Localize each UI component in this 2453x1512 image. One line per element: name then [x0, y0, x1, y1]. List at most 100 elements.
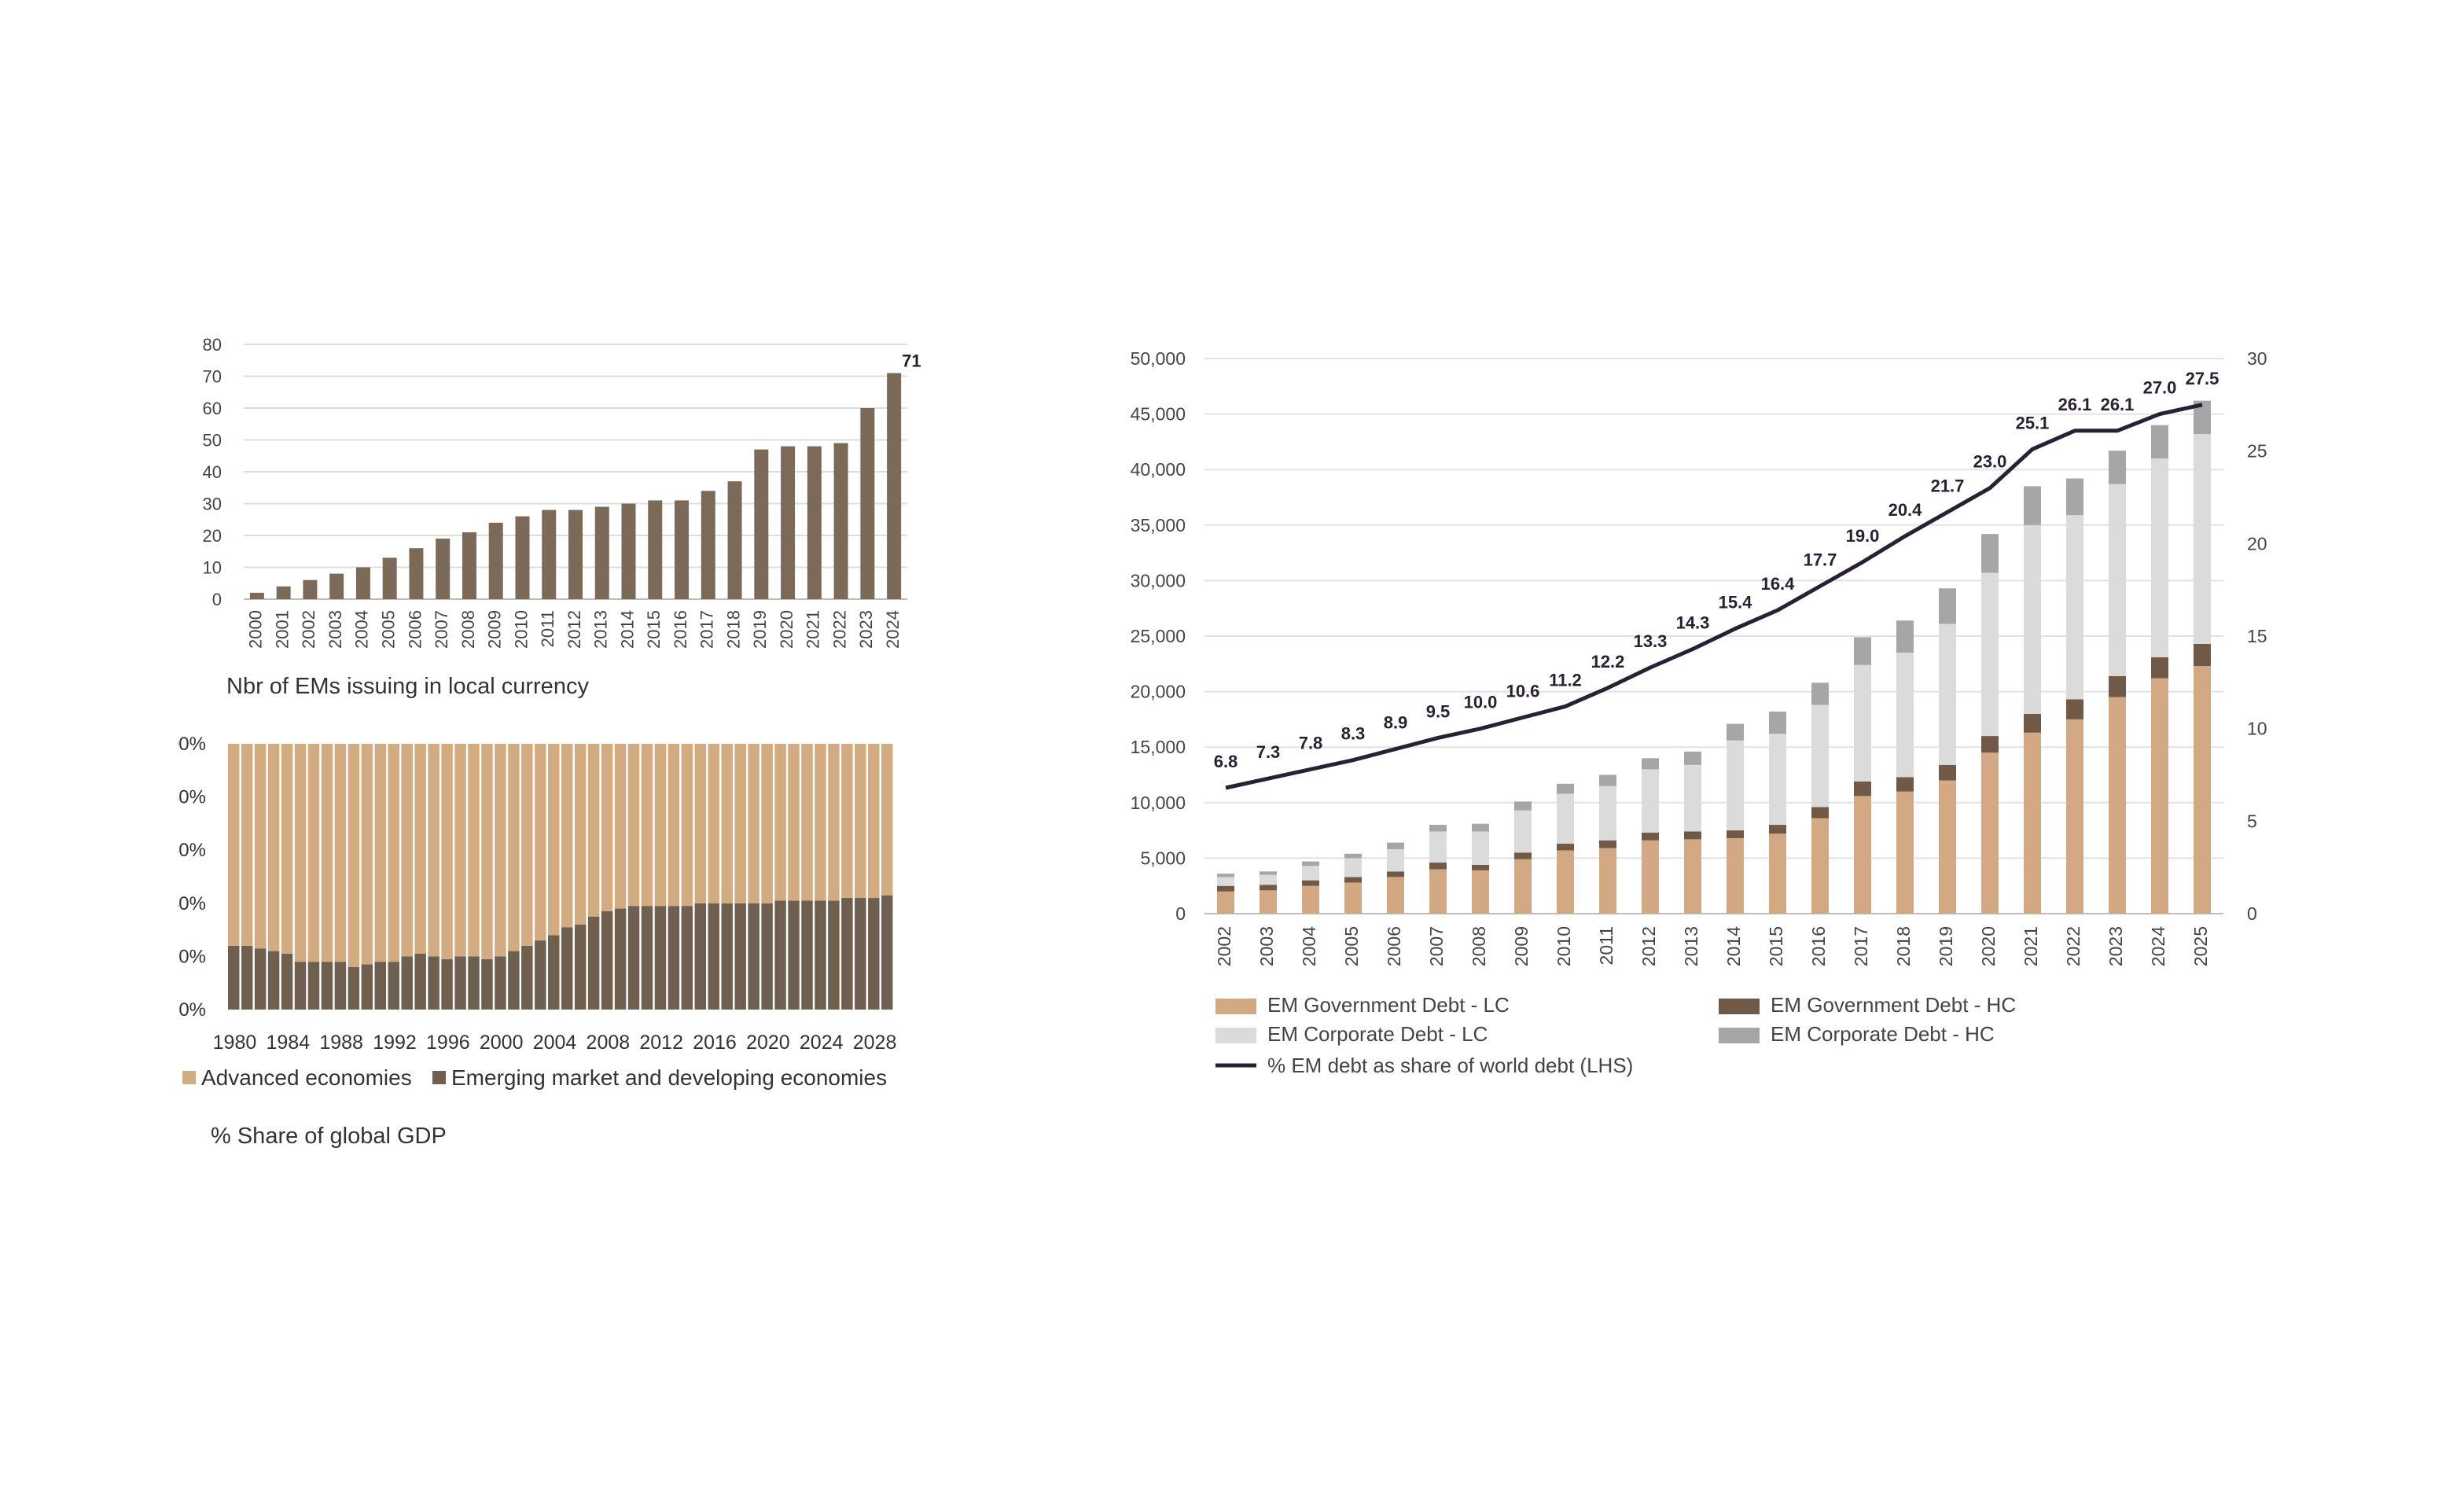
x-tick-label: 1980: [213, 1032, 257, 1054]
x-tick-label: 2005: [1341, 926, 1362, 966]
data-label: 25.1: [2016, 413, 2050, 432]
y-tick-label: 5,000: [1140, 848, 1186, 868]
bar-segment-1: [1302, 885, 1319, 914]
x-tick-label: 2014: [1723, 926, 1744, 966]
bar-segment-3: [1217, 877, 1234, 886]
data-label: 12.2: [1591, 652, 1625, 671]
area-segment-emerging: [348, 966, 360, 1010]
bar-segment-3: [1642, 769, 1659, 833]
x-tick-label: 2000: [246, 610, 266, 649]
x-tick-label: 2016: [1808, 926, 1829, 966]
area-segment-advanced: [388, 744, 399, 962]
bar-segment-4: [2151, 425, 2168, 459]
bar-segment-4: [1429, 825, 1447, 832]
area-segment-emerging: [508, 951, 520, 1010]
chart2-title: % Share of global GDP: [211, 1124, 447, 1149]
bar: [409, 548, 424, 599]
bar-segment-3: [1981, 572, 1999, 737]
crop-mask: [0, 708, 178, 1038]
area-segment-emerging: [454, 956, 466, 1010]
chart1-title: Nbr of EMs issuing in local currency: [226, 674, 589, 699]
y-tick-label: 30,000: [1131, 570, 1186, 590]
area-segment-emerging: [881, 895, 893, 1010]
bar-segment-2: [1429, 863, 1447, 870]
area-segment-advanced: [561, 744, 573, 928]
area-segment-advanced: [574, 744, 587, 925]
data-label: 8.3: [1341, 724, 1366, 744]
area-segment-emerging: [708, 903, 720, 1010]
bar-segment-2: [2151, 657, 2168, 679]
data-label: 10.0: [1464, 693, 1498, 712]
data-label: 7.8: [1299, 733, 1323, 752]
x-tick-label: 2028: [853, 1032, 897, 1054]
area-segment-emerging: [614, 908, 627, 1010]
bar-segment-3: [1387, 849, 1404, 872]
x-tick-label: 2008: [587, 1032, 631, 1054]
y-tick-label: 40: [203, 462, 222, 482]
x-tick-label: 2023: [856, 610, 876, 649]
area-segment-emerging: [694, 903, 707, 1010]
data-label: 16.4: [1761, 574, 1796, 594]
x-tick-label: 1988: [319, 1032, 363, 1054]
bar-segment-1: [1260, 890, 1277, 914]
bar-segment-2: [1684, 831, 1701, 840]
y-tick-label: 0: [1175, 903, 1186, 924]
bar-segment-2: [1344, 877, 1362, 883]
area-segment-emerging: [587, 916, 600, 1010]
legend-label: EM Government Debt - LC: [1267, 993, 1510, 1017]
area-segment-advanced: [414, 744, 426, 955]
y-tick-label: 50,000: [1131, 348, 1186, 369]
area-segment-advanced: [601, 744, 613, 911]
bar-segment-1: [2024, 732, 2041, 914]
bar: [754, 449, 769, 599]
bar-segment-2: [2194, 643, 2211, 667]
bar-segment-3: [1811, 704, 1829, 808]
area-segment-emerging: [468, 956, 480, 1010]
bar-segment-2: [2024, 713, 2041, 733]
x-tick-label: 2011: [538, 610, 557, 647]
area-segment-emerging: [307, 962, 320, 1010]
x-tick-label: 2018: [1893, 926, 1914, 966]
bar-segment-1: [1981, 752, 1999, 914]
y2-tick-label: 10: [2247, 719, 2267, 739]
area-segment-advanced: [428, 744, 439, 957]
x-tick-label: 2020: [746, 1032, 790, 1054]
bar-segment-4: [1811, 682, 1829, 705]
legend-swatch: [182, 1071, 196, 1084]
bar-segment-3: [2066, 515, 2083, 700]
area-segment-advanced: [334, 744, 347, 962]
area-segment-advanced: [267, 744, 280, 951]
bar-segment-4: [1854, 637, 1871, 665]
bar: [542, 510, 557, 599]
bar-segment-2: [1642, 832, 1659, 841]
bar-segment-1: [1344, 882, 1362, 914]
bar-segment-4: [1217, 874, 1234, 877]
y-tick-label: 70: [203, 367, 222, 387]
area-segment-advanced: [748, 744, 759, 903]
area-segment-advanced: [521, 744, 533, 946]
bar: [860, 408, 875, 599]
x-tick-label: 2006: [405, 610, 425, 649]
bar: [249, 592, 264, 599]
x-tick-label: 2003: [325, 610, 345, 649]
bar-segment-4: [1599, 774, 1616, 786]
bar-segment-1: [1727, 837, 1744, 914]
area-segment-emerging: [788, 900, 800, 1010]
area-segment-advanced: [801, 744, 813, 901]
area-segment-emerging: [535, 940, 546, 1010]
bar-segment-4: [1260, 871, 1277, 875]
bar-segment-1: [1429, 869, 1447, 914]
bar-segment-2: [1939, 764, 1956, 781]
x-tick-label: 2020: [1978, 926, 1999, 966]
bar: [675, 500, 690, 599]
legend-swatch: [432, 1071, 446, 1084]
y2-tick-label: 15: [2247, 626, 2267, 646]
data-label: 11.2: [1549, 670, 1582, 690]
x-tick-label: 2001: [272, 610, 292, 649]
area-segment-advanced: [627, 744, 640, 907]
x-tick-label: 2019: [750, 610, 770, 649]
bar-segment-3: [2109, 484, 2126, 676]
x-tick-label: 2022: [2063, 926, 2083, 966]
bar-segment-3: [1769, 734, 1786, 826]
area-segment-advanced: [881, 744, 893, 896]
